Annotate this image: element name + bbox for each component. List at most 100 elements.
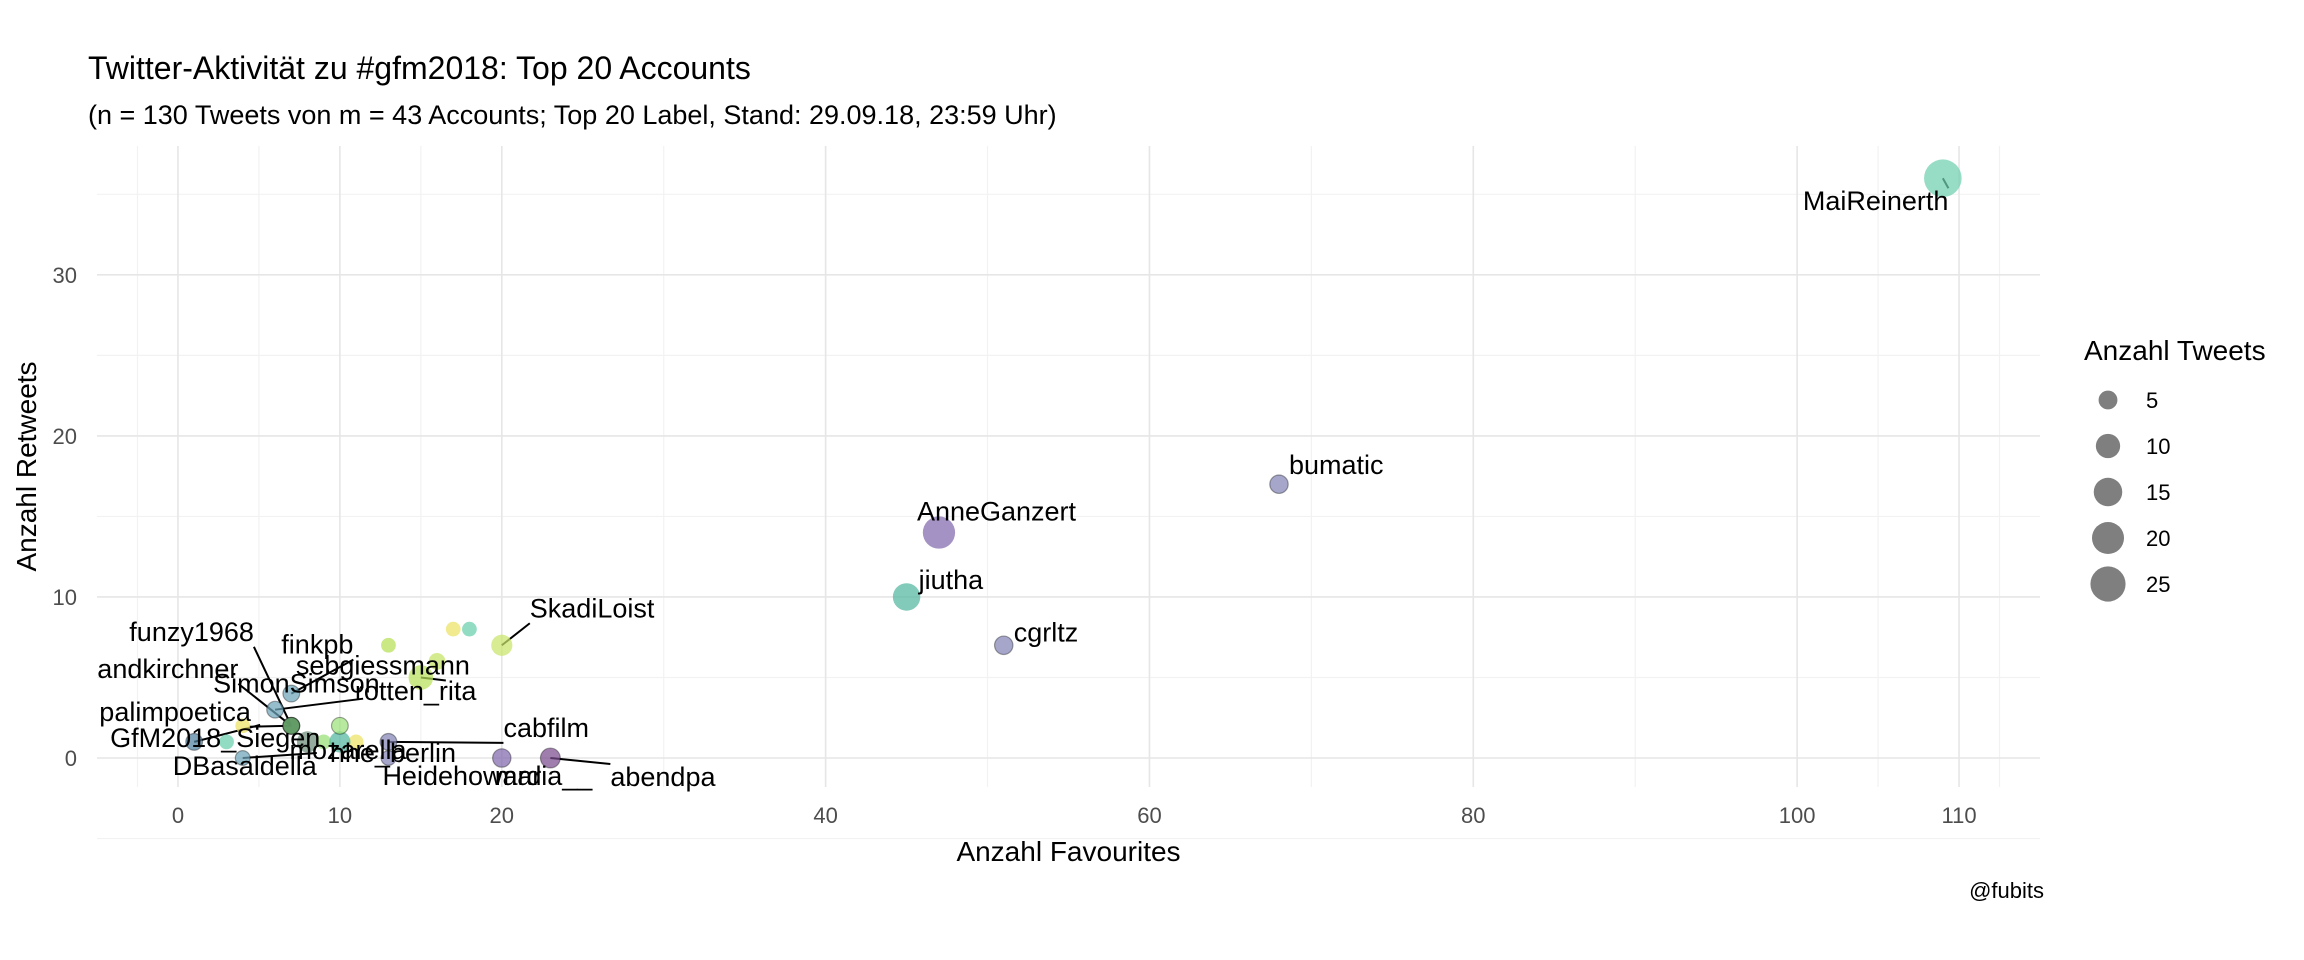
data-point xyxy=(892,583,921,611)
point-label: MaiReinerth xyxy=(1803,186,1949,216)
data-point xyxy=(381,637,396,653)
data-point-outline xyxy=(993,635,1014,656)
x-tick-label: 100 xyxy=(1779,803,1816,828)
data-point xyxy=(331,717,349,735)
data-point-outline xyxy=(282,716,301,735)
legend-key-circle xyxy=(2093,477,2123,507)
x-tick-label: 60 xyxy=(1137,803,1161,828)
chart-caption: @fubits xyxy=(1969,878,2044,903)
legend-key-circle xyxy=(2091,521,2125,555)
data-point-outline xyxy=(380,750,397,766)
data-point-outline xyxy=(266,700,285,719)
data-point xyxy=(266,701,284,719)
data-point xyxy=(185,733,203,751)
x-tick-label: 20 xyxy=(490,803,514,828)
legend-key-circle xyxy=(2098,390,2118,410)
x-axis-title: Anzahl Favourites xyxy=(956,836,1180,867)
point-label: hhe_berlin xyxy=(330,738,456,768)
data-point xyxy=(282,717,300,735)
data-point xyxy=(428,653,446,670)
data-point xyxy=(329,731,351,753)
leader-line xyxy=(253,646,293,727)
data-point-outline xyxy=(491,748,512,768)
data-point xyxy=(282,685,300,702)
point-label: andkirchner xyxy=(97,654,238,684)
point-label: cgrltz xyxy=(1014,617,1079,647)
point-label: sebgiessmann xyxy=(296,650,470,680)
point-label: finkpb xyxy=(281,630,353,660)
leader-line xyxy=(388,740,504,744)
x-tick-label: 10 xyxy=(328,803,352,828)
data-point xyxy=(235,718,251,734)
data-point xyxy=(491,634,513,656)
chart-subtitle: (n = 130 Tweets von m = 43 Accounts; Top… xyxy=(88,100,1057,130)
y-tick-label: 30 xyxy=(53,263,77,288)
legend-key-label: 25 xyxy=(2146,572,2170,597)
point-label: SkadiLoist xyxy=(530,593,655,623)
data-point-outline xyxy=(234,750,251,766)
point-label: bumatic xyxy=(1289,450,1384,480)
x-tick-label: 80 xyxy=(1461,803,1485,828)
point-label: rotten_rita xyxy=(355,676,478,706)
data-point xyxy=(922,516,956,549)
legend-key-label: 10 xyxy=(2146,434,2170,459)
legend-key-circle xyxy=(2090,566,2126,602)
point-label: AnneGanzert xyxy=(917,497,1077,527)
point-label: DBasaldella xyxy=(173,751,318,781)
data-point xyxy=(1269,475,1289,494)
legend-key-label: 5 xyxy=(2146,388,2158,413)
leader-line xyxy=(290,658,354,695)
point-label: Heidehoward xyxy=(382,761,541,791)
label-leader-lines xyxy=(193,177,1950,766)
point-label: cabfilm xyxy=(503,713,589,743)
tick-labels: 0 10 20 40 60 80 100 110 0 10 20 30 xyxy=(53,263,1977,828)
leader-line xyxy=(274,697,364,711)
data-point xyxy=(540,748,561,768)
y-tick-label: 10 xyxy=(53,585,77,610)
data-point xyxy=(316,734,332,750)
data-point-outline xyxy=(539,747,561,769)
data-point-outline xyxy=(330,716,349,735)
point-label: GfM2018_Siegen xyxy=(110,723,320,753)
legend-title: Anzahl Tweets xyxy=(2084,335,2266,366)
leader-line xyxy=(242,752,317,760)
leader-line xyxy=(237,683,292,727)
leader-line xyxy=(550,757,611,766)
data-point xyxy=(296,731,319,753)
y-tick-label: 0 xyxy=(65,746,77,771)
x-tick-label: 40 xyxy=(813,803,837,828)
data-point xyxy=(380,733,397,751)
data-point xyxy=(492,748,511,768)
size-legend: Anzahl Tweets 5 10 15 20 25 xyxy=(2084,335,2266,602)
data-points xyxy=(185,159,1962,769)
data-point xyxy=(1924,159,1962,198)
legend-key-label: 20 xyxy=(2146,526,2170,551)
point-label: jiutha xyxy=(918,565,985,595)
y-axis-title: Anzahl Retweets xyxy=(11,361,42,571)
point-label: funzy1968 xyxy=(129,617,254,647)
chart-title: Twitter-Aktivität zu #gfm2018: Top 20 Ac… xyxy=(88,50,751,86)
legend-key-circle xyxy=(2095,433,2121,459)
data-point xyxy=(235,750,251,766)
data-point xyxy=(348,734,364,750)
legend-key-label: 15 xyxy=(2146,480,2170,505)
x-tick-label: 110 xyxy=(1942,803,1977,828)
data-point xyxy=(219,734,234,750)
data-point xyxy=(381,750,396,766)
x-tick-label: 0 xyxy=(172,803,184,828)
data-point xyxy=(445,621,461,637)
point-label: maria__ xyxy=(495,761,594,791)
data-point-outline xyxy=(185,732,204,751)
point-label: palimpoetica xyxy=(99,697,252,727)
point-labels: MaiReinerth bumatic AnneGanzert jiutha cgrlt… xyxy=(97,186,1948,792)
point-label: SimonSimson xyxy=(213,669,380,699)
data-point-outline xyxy=(282,684,301,703)
data-point xyxy=(994,636,1013,655)
data-point-outline xyxy=(379,732,398,751)
point-label: abendpa xyxy=(610,762,716,792)
data-point xyxy=(462,621,477,637)
data-point-outline xyxy=(1269,474,1289,495)
grid-layer xyxy=(97,146,2040,840)
data-point xyxy=(408,665,434,690)
